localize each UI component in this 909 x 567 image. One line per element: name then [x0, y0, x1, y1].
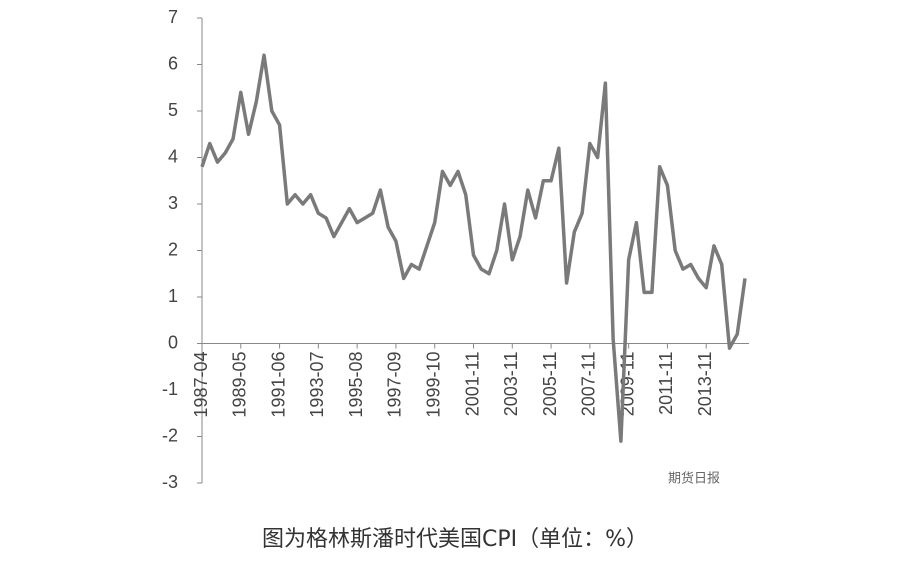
y-tick-label: -3 — [162, 472, 178, 492]
y-tick-label: 4 — [168, 146, 178, 166]
x-tick-label: 2009-11 — [617, 352, 637, 417]
watermark: 期货日报 — [668, 471, 720, 487]
y-tick-label: 5 — [168, 100, 178, 120]
x-tick-label: 1993-07 — [307, 352, 327, 418]
x-tick-label: 1987-04 — [191, 352, 211, 418]
x-tick-label: 1995-08 — [346, 352, 366, 418]
y-tick-label: 2 — [168, 239, 178, 259]
y-tick-label: 6 — [168, 53, 178, 73]
y-tick-label: -2 — [162, 425, 178, 445]
x-tick-label: 1999-10 — [423, 352, 443, 418]
x-tick-label: 2013-11 — [695, 352, 715, 417]
x-tick-label: 2005-11 — [540, 352, 560, 417]
cpi-line — [200, 53, 747, 443]
y-tick-label: 7 — [168, 7, 178, 27]
x-tick-label: 2001-11 — [462, 352, 482, 417]
x-tick-label: 2011-11 — [656, 352, 676, 415]
y-tick-label: 1 — [168, 286, 178, 306]
y-tick-label: 3 — [168, 193, 178, 213]
x-tick-label: 1997-09 — [385, 352, 405, 418]
x-tick-label: 1989-05 — [230, 352, 250, 418]
y-tick-label: 0 — [168, 332, 178, 352]
caption: 图为格林斯潘时代美国CPI（单位：%） — [262, 527, 648, 552]
x-tick-label: 2007-11 — [579, 352, 599, 417]
y-tick-label: -1 — [162, 379, 178, 399]
x-tick-label: 1991-06 — [268, 352, 288, 418]
x-tick-label: 2003-11 — [501, 352, 521, 417]
